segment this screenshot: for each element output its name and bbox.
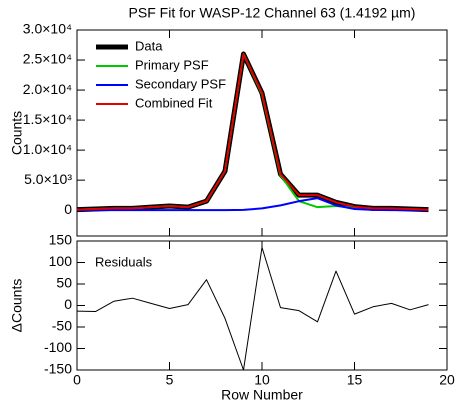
legend-label: Secondary PSF [135,76,226,91]
plot-frame [76,29,448,237]
legend-label: Combined Fit [135,95,213,110]
y-axis-label: Counts [9,111,25,155]
x-tick-label: 5 [166,372,174,388]
y-tick-label: 1.0×10⁴ [23,141,72,157]
y-tick-label: 5.0×10³ [24,171,72,187]
x-tick-label: 15 [347,372,363,388]
legend-label: Data [135,38,163,53]
annotation: Residuals [95,254,153,269]
y-tick-label: 3.0×10⁴ [23,21,72,37]
series-line [76,53,429,211]
series-line [76,51,429,213]
y-axis-label: ΔCounts [9,279,25,333]
chart-title: PSF Fit for WASP-12 Channel 63 (1.4192 µ… [129,5,416,21]
x-tick-label: 10 [254,372,270,388]
x-tick-label: 20 [439,372,455,388]
y-tick-label: 100 [49,253,73,269]
y-tick-label: 2.5×10⁴ [23,51,72,67]
y-tick-label: 1.5×10⁴ [23,111,72,127]
y-tick-label: 2.0×10⁴ [23,81,72,97]
series-line [77,197,429,212]
legend-label: Primary PSF [135,57,209,72]
y-tick-label: -150 [44,361,72,377]
y-tick-label: 150 [49,232,73,248]
x-tick-label: 0 [73,372,81,388]
y-tick-label: 50 [56,275,72,291]
y-tick-label: -50 [52,318,72,334]
y-tick-label: -100 [44,339,72,355]
x-axis-label: Row Number [221,387,303,403]
y-tick-label: 0 [64,201,72,217]
y-tick-label: 0 [64,296,72,312]
residual-line [76,246,429,371]
